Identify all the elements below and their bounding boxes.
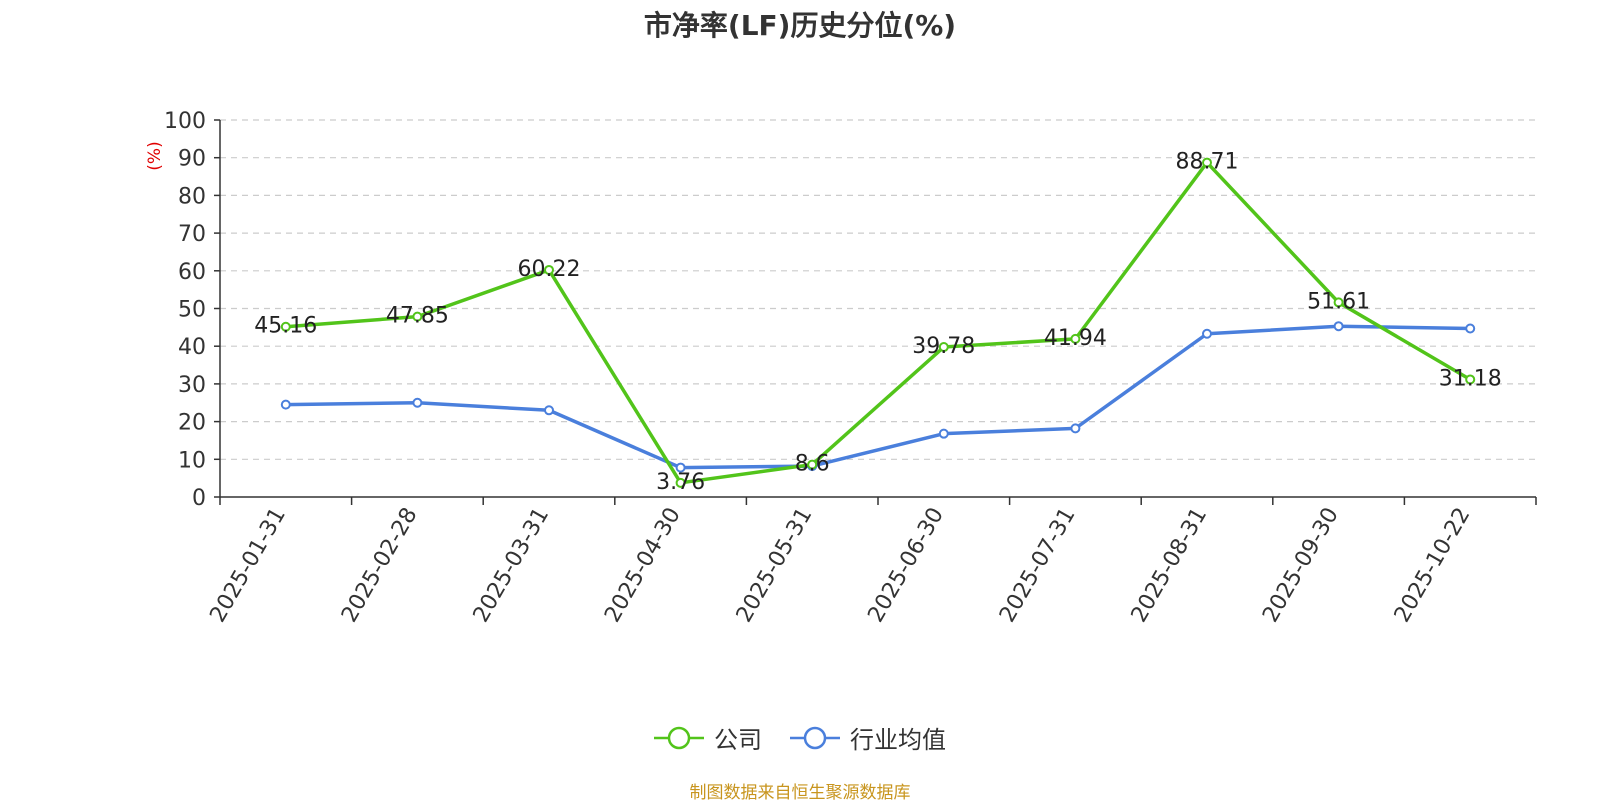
x-tick-label: 2025-08-31 [1127, 504, 1213, 627]
data-label: 60.22 [518, 257, 581, 282]
data-label: 8.6 [795, 452, 830, 477]
data-point [1070, 333, 1081, 344]
legend-label: 公司 [714, 726, 762, 754]
axes: 0 10 20 30 40 50 60 70 80 90 100 2025-01-31 2025-02-… [164, 109, 1537, 627]
data-point [280, 399, 291, 410]
x-tick-label: 2025-04-30 [600, 504, 686, 627]
source-note: 制图数据来自恒生聚源数据库 [689, 783, 911, 803]
series-line [285, 160, 1472, 485]
data-point [1202, 157, 1212, 168]
data-point [412, 397, 423, 408]
y-tick-label: 80 [178, 184, 206, 209]
data-point [675, 462, 686, 473]
y-tick-label: 10 [178, 448, 206, 473]
x-tick-label: 2025-07-31 [995, 504, 1081, 627]
data-point [544, 405, 554, 416]
y-tick-label: 90 [178, 147, 206, 172]
y-axis-title: (%) [145, 141, 165, 170]
data-label: 51.61 [1307, 289, 1370, 314]
x-tick-label: 2025-01-31 [205, 504, 291, 627]
data-point [1070, 423, 1081, 434]
data-label: 31.18 [1439, 366, 1502, 391]
y-tick-label: 60 [178, 260, 206, 285]
data-point [280, 321, 291, 332]
y-tick-label: 100 [164, 109, 206, 134]
x-tick-label: 2025-10-22 [1390, 504, 1476, 627]
legend: 公司 行业均值 [0, 720, 1600, 755]
legend-item[interactable]: 行业均值 [790, 720, 946, 755]
data-point [1333, 321, 1344, 332]
data-point [675, 477, 686, 488]
data-label: 39.78 [912, 334, 975, 359]
legend-marker [803, 726, 827, 749]
legend-marker [667, 726, 691, 749]
legend-swatch [654, 726, 704, 749]
y-tick-label: 20 [178, 411, 206, 436]
x-tick-label: 2025-09-30 [1258, 504, 1344, 627]
series-lines [280, 157, 1476, 488]
series-line [285, 324, 1471, 470]
x-tick-label: 2025-02-28 [337, 504, 423, 627]
x-tick-label: 2025-05-31 [732, 504, 818, 627]
x-tick-label: 2025-06-30 [863, 504, 949, 627]
data-point [1465, 323, 1476, 334]
legend-item[interactable]: 公司 [654, 720, 762, 755]
y-tick-label: 50 [178, 298, 206, 323]
data-point [412, 311, 423, 322]
data-point [807, 459, 818, 470]
legend-swatch [790, 726, 840, 749]
data-labels: 45.16 47.85 60.22 3.76 8.6 39.78 41.94 88.71 51.… [254, 150, 1501, 495]
legend-label: 行业均值 [850, 726, 946, 754]
y-tick-label: 70 [178, 222, 206, 247]
y-tick-label: 40 [178, 335, 206, 360]
data-label: 45.16 [254, 314, 317, 339]
data-label: 47.85 [386, 304, 449, 329]
data-point [938, 342, 949, 353]
data-point [1202, 328, 1212, 339]
y-tick-label: 30 [178, 373, 206, 398]
x-tick-label: 2025-03-31 [469, 504, 555, 627]
data-point [1465, 374, 1476, 385]
data-label: 41.94 [1044, 326, 1107, 351]
data-point [938, 428, 949, 439]
y-tick-label: 0 [192, 486, 206, 511]
chart-title: 市净率(LF)历史分位(%) [643, 9, 957, 42]
data-label: 88.71 [1176, 150, 1239, 175]
data-label: 3.76 [656, 470, 705, 495]
data-point [544, 264, 554, 275]
data-point [1333, 297, 1344, 308]
